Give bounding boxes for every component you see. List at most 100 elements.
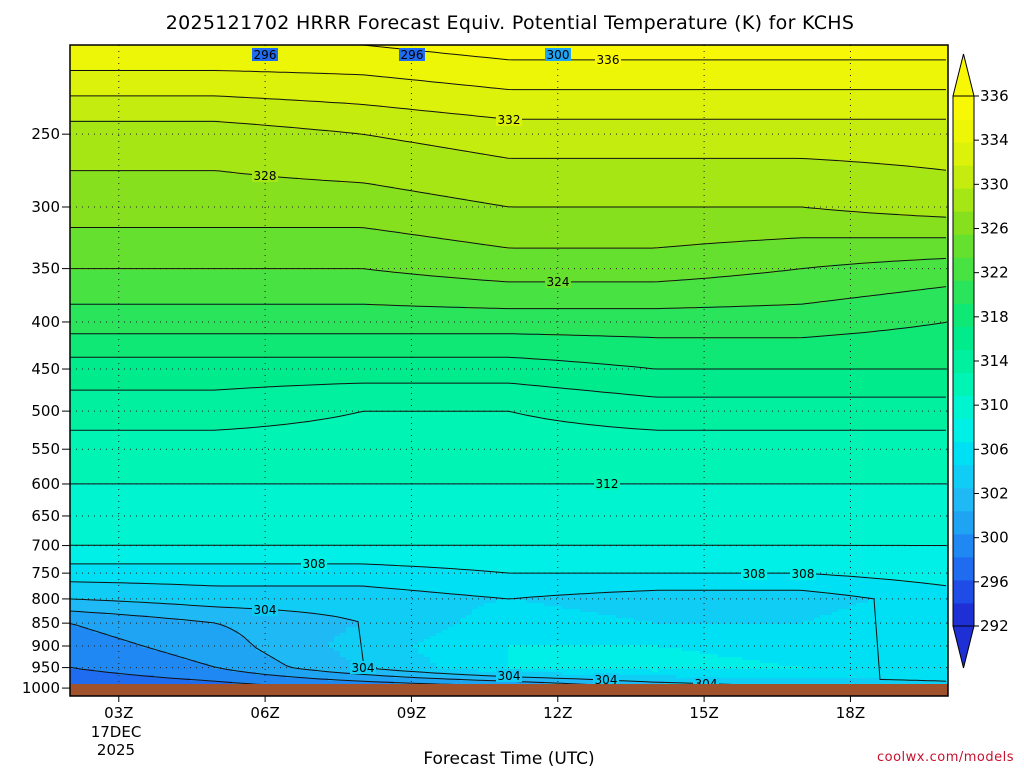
contour-band-cell: [88, 468, 95, 472]
contour-band-cell: [112, 651, 119, 655]
contour-band-cell: [106, 240, 113, 244]
contour-band-cell: [130, 588, 137, 592]
contour-band-cell: [130, 366, 137, 370]
contour-band-cell: [70, 651, 77, 655]
contour-band-cell: [112, 507, 119, 511]
contour-band-cell: [112, 180, 119, 184]
contour-band-cell: [82, 342, 89, 346]
contour-band-cell: [76, 438, 83, 442]
contour-band-cell: [82, 306, 89, 310]
contour-band-cell: [112, 402, 119, 406]
contour-band-cell: [94, 483, 101, 487]
contour-band-cell: [112, 144, 119, 148]
contour-band-cell: [130, 150, 137, 154]
contour-band-cell: [130, 132, 137, 136]
contour-band-cell: [88, 522, 95, 526]
contour-band-cell: [130, 195, 137, 199]
contour-band-cell: [82, 381, 89, 385]
contour-band-cell: [118, 369, 125, 373]
filled-contour-bands: [70, 45, 948, 696]
contour-band-cell: [130, 198, 137, 202]
contour-band-cell: [136, 513, 143, 517]
contour-band-cell: [142, 60, 149, 64]
contour-band-cell: [124, 570, 131, 574]
contour-band-cell: [88, 366, 95, 370]
contour-band-cell: [124, 612, 131, 616]
contour-band-cell: [124, 525, 131, 529]
contour-band-cell: [112, 444, 119, 448]
contour-band-cell: [70, 234, 77, 238]
contour-band-cell: [94, 522, 101, 526]
contour-band-cell: [124, 609, 131, 613]
contour-band-cell: [106, 102, 113, 106]
contour-band-cell: [94, 561, 101, 565]
contour-band-cell: [94, 48, 101, 52]
contour-band-cell: [124, 318, 131, 322]
contour-band-cell: [76, 96, 83, 100]
contour-band-cell: [130, 432, 137, 436]
contour-band-cell: [82, 423, 89, 427]
contour-band-cell: [76, 654, 83, 658]
contour-band-cell: [70, 555, 77, 559]
contour-band-cell: [100, 183, 107, 187]
contour-band-cell: [76, 216, 83, 220]
contour-band-cell: [112, 111, 119, 115]
contour-band-cell: [124, 96, 131, 100]
contour-band-cell: [124, 672, 131, 676]
contour-band-cell: [124, 378, 131, 382]
contour-band-cell: [124, 297, 131, 301]
contour-band-cell: [70, 378, 77, 382]
contour-band-cell: [76, 72, 83, 76]
contour-band-cell: [136, 96, 143, 100]
contour-band-cell: [112, 63, 119, 67]
contour-band-cell: [136, 234, 143, 238]
contour-band-cell: [130, 111, 137, 115]
contour-band-cell: [130, 384, 137, 388]
contour-band-cell: [130, 393, 137, 397]
contour-band-cell: [70, 660, 77, 664]
contour-band-cell: [124, 114, 131, 118]
contour-band-cell: [142, 171, 149, 175]
contour-band-cell: [70, 150, 77, 154]
contour-band-cell: [130, 147, 137, 151]
contour-band-cell: [142, 51, 149, 55]
contour-band-cell: [82, 483, 89, 487]
contour-band-cell: [124, 57, 131, 61]
contour-band-cell: [118, 135, 125, 139]
contour-band-cell: [100, 462, 107, 466]
contour-band-cell: [136, 591, 143, 595]
contour-band-cell: [118, 387, 125, 391]
contour-band-cell: [142, 72, 149, 76]
contour-band-cell: [82, 582, 89, 586]
contour-band-cell: [118, 390, 125, 394]
contour-band-cell: [100, 147, 107, 151]
contour-band-cell: [70, 105, 77, 109]
contour-band-cell: [130, 534, 137, 538]
contour-band-cell: [124, 102, 131, 106]
contour-band-cell: [94, 471, 101, 475]
contour-band-cell: [118, 438, 125, 442]
contour-band-cell: [124, 666, 131, 670]
contour-band-cell: [82, 201, 89, 205]
contour-band-cell: [136, 168, 143, 172]
contour-band-cell: [94, 510, 101, 514]
contour-band-cell: [100, 513, 107, 517]
contour-band-cell: [82, 387, 89, 391]
contour-band-cell: [124, 399, 131, 403]
contour-band-cell: [142, 288, 149, 292]
contour-band-cell: [112, 408, 119, 412]
contour-band-cell: [130, 396, 137, 400]
contour-band-cell: [106, 96, 113, 100]
contour-band-cell: [136, 66, 143, 70]
contour-band-cell: [88, 192, 95, 196]
contour-band-cell: [136, 222, 143, 226]
contour-band-cell: [82, 657, 89, 661]
contour-band-cell: [136, 312, 143, 316]
contour-band-cell: [70, 459, 77, 463]
contour-band-cell: [70, 480, 77, 484]
contour-band-cell: [88, 612, 95, 616]
contour-band-cell: [82, 150, 89, 154]
contour-band-cell: [130, 582, 137, 586]
contour-band-cell: [112, 603, 119, 607]
contour-band-cell: [106, 537, 113, 541]
